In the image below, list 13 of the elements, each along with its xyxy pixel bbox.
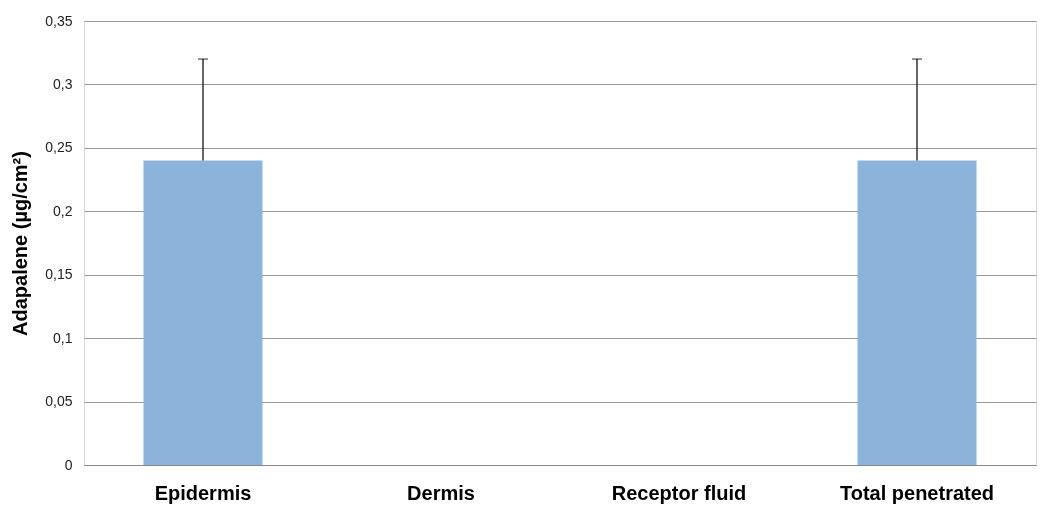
y-tick-label: 0,35 <box>45 12 73 29</box>
y-tick-label: 0,25 <box>45 139 73 156</box>
x-tick-label: Receptor fluid <box>611 481 747 504</box>
y-tick-label: 0,15 <box>45 266 73 283</box>
y-tick-label: 0,3 <box>53 75 73 92</box>
x-tick-label: Epidermis <box>154 481 252 504</box>
y-tick-label: 0,05 <box>45 393 73 410</box>
y-tick-label: 0,2 <box>53 202 73 219</box>
x-tick-label: Total penetrated <box>839 481 995 504</box>
y-tick-label: 0,1 <box>53 329 73 346</box>
y-tick-label: 0 <box>64 456 73 473</box>
x-tick-label: Dermis <box>407 481 475 504</box>
y-axis-title: Adapalene (µg/cm²) <box>9 151 32 336</box>
